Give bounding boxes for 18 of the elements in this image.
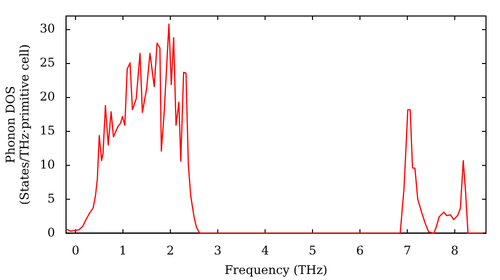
x-tick-label: 6 xyxy=(356,244,364,258)
y-tick-label: 0 xyxy=(47,225,56,240)
x-tick-label: 2 xyxy=(166,244,174,258)
x-axis-title: Frequency (THz) xyxy=(224,262,328,277)
x-tick-label: 7 xyxy=(404,244,412,258)
y-tick-label: 15 xyxy=(40,124,56,138)
y-tick-label: 20 xyxy=(40,90,56,104)
y-tick-label: 5 xyxy=(47,191,56,206)
x-tick-label: 0 xyxy=(72,244,80,258)
y-axis-title: Phonon DOS (States/THz·primitive cell) xyxy=(3,44,32,205)
x-tick-label: 1 xyxy=(119,244,127,258)
y-tick-label: 10 xyxy=(40,157,56,172)
y-tick-label: 25 xyxy=(40,56,56,70)
x-tick-label: 8 xyxy=(450,244,459,258)
x-tick-label: 3 xyxy=(214,244,222,258)
x-tick-label: 4 xyxy=(261,244,270,258)
x-tick-label: 5 xyxy=(308,244,316,258)
y-tick-label: 30 xyxy=(40,22,56,36)
